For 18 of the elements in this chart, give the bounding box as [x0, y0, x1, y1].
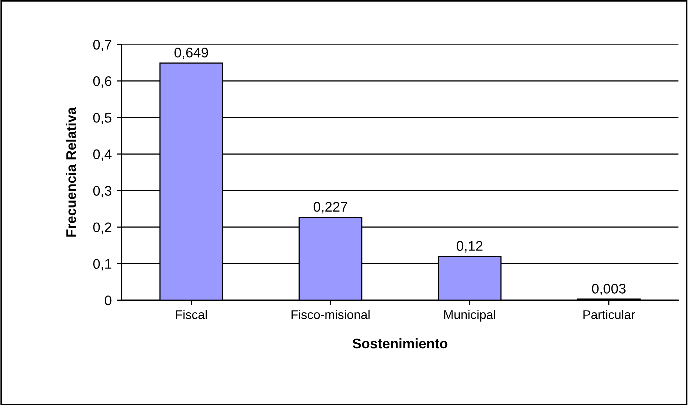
- y-tick-label: 0,1: [93, 259, 112, 271]
- x-tick-label: Fiscal: [176, 310, 208, 320]
- y-tick-label: 0,7: [93, 40, 112, 52]
- y-tick-label: 0,6: [93, 76, 112, 88]
- y-tick-label: 0,2: [93, 222, 112, 234]
- data-label: 0,227: [314, 202, 348, 214]
- x-axis-title: Sostenimiento: [352, 338, 448, 349]
- y-tick-label: 0,4: [93, 150, 112, 162]
- y-tick-label: 0: [105, 296, 112, 306]
- x-tick-label: Municipal: [444, 310, 496, 322]
- x-tick-label: Particular: [584, 310, 636, 320]
- y-tick-label: 0,5: [93, 113, 112, 125]
- y-tick-label: 0,3: [93, 186, 112, 198]
- x-tick-label: Fisco-misional: [292, 310, 370, 320]
- data-label: 0,649: [174, 48, 208, 60]
- data-label: 0,12: [456, 241, 483, 253]
- y-axis-title: Frecuencia Relativa: [66, 107, 76, 237]
- data-label: 0,003: [592, 284, 626, 296]
